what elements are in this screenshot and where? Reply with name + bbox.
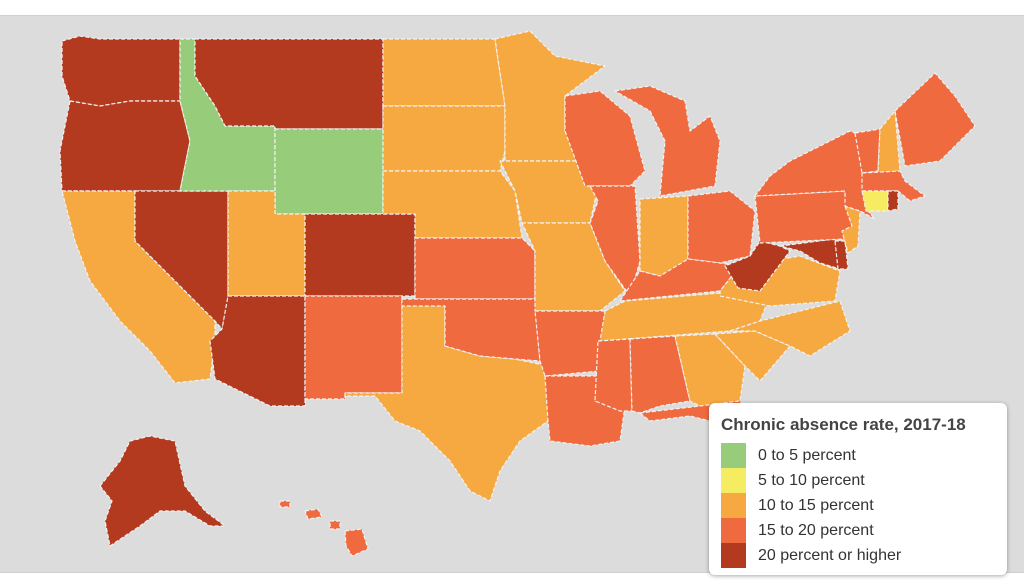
us-map (59, 30, 976, 557)
state-TX[interactable] (344, 300, 549, 502)
state-HI[interactable] (279, 500, 369, 557)
state-PA[interactable] (754, 190, 853, 244)
legend-item: 20 percent or higher (721, 543, 995, 568)
legend-swatch (721, 543, 746, 568)
state-IL[interactable] (589, 185, 641, 297)
state-TN[interactable] (599, 292, 771, 342)
legend-swatch (721, 493, 746, 518)
state-AK[interactable] (99, 435, 226, 547)
legend-swatch (721, 468, 746, 493)
state-SD[interactable] (382, 105, 506, 172)
state-ND[interactable] (382, 38, 506, 107)
map-panel: Chronic absence rate, 2017-18 0 to 5 per… (0, 15, 1024, 575)
state-NH[interactable] (877, 110, 901, 174)
legend-item: 10 to 15 percent (721, 493, 995, 518)
state-OR[interactable] (59, 100, 191, 192)
legend-item: 15 to 20 percent (721, 518, 995, 543)
legend-label: 0 to 5 percent (758, 446, 856, 464)
legend-item: 5 to 10 percent (721, 468, 995, 493)
state-MD[interactable] (779, 238, 841, 270)
state-NC[interactable] (729, 300, 851, 357)
legend-item: 0 to 5 percent (721, 443, 995, 468)
state-WI[interactable] (564, 90, 646, 187)
state-DE[interactable] (834, 240, 849, 270)
state-AR[interactable] (534, 310, 606, 377)
legend-swatch (721, 518, 746, 543)
state-ME[interactable] (894, 72, 976, 167)
state-NY[interactable] (754, 130, 876, 220)
state-KS[interactable] (414, 237, 536, 300)
legend-label: 20 percent or higher (758, 546, 902, 564)
state-OH[interactable] (687, 190, 756, 264)
map-legend: Chronic absence rate, 2017-18 0 to 5 per… (709, 403, 1007, 575)
state-CO[interactable] (304, 213, 416, 297)
state-MI[interactable] (614, 85, 721, 197)
state-KY[interactable] (619, 258, 741, 302)
state-WY[interactable] (274, 128, 384, 215)
legend-label: 5 to 10 percent (758, 471, 865, 489)
legend-label: 15 to 20 percent (758, 521, 874, 539)
state-MS[interactable] (594, 338, 633, 412)
state-NM[interactable] (304, 295, 403, 400)
state-AZ[interactable] (209, 295, 306, 407)
state-VT[interactable] (854, 128, 881, 174)
legend-label: 10 to 15 percent (758, 496, 874, 514)
state-RI[interactable] (887, 190, 899, 212)
legend-title: Chronic absence rate, 2017-18 (721, 415, 966, 434)
state-GA[interactable] (674, 333, 746, 407)
state-CT[interactable] (861, 190, 889, 212)
state-WA[interactable] (61, 35, 181, 107)
state-MT[interactable] (194, 38, 384, 130)
legend-swatch (721, 443, 746, 468)
